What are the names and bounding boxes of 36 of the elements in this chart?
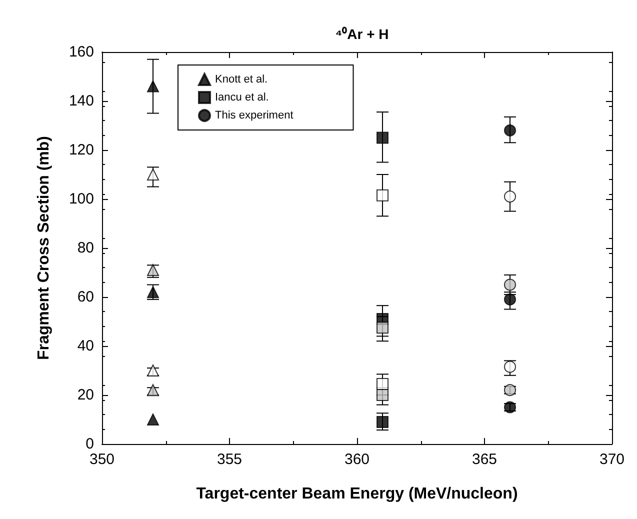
point [376, 189, 388, 202]
legend-label: Iancu et al. [215, 92, 269, 104]
x-tick-label: 350 [89, 451, 115, 468]
legend-label: Knott et al. [215, 74, 268, 86]
point [376, 378, 388, 390]
x-tick-label: 355 [216, 451, 242, 468]
y-tick-label: 160 [68, 44, 94, 60]
point [376, 389, 388, 401]
y-axis-title: Fragment Cross Section (mb) [36, 136, 52, 360]
x-tick-label: 360 [344, 451, 370, 468]
y-tick-label: 40 [77, 338, 94, 354]
y-tick-label: 20 [77, 386, 94, 404]
y-tick-label: 120 [68, 142, 94, 158]
legend-label: This experiment [215, 110, 294, 122]
y-tick-label: 60 [77, 288, 94, 306]
y-tick-label: 140 [68, 92, 94, 110]
point [376, 322, 388, 334]
x-axis-title: Target-center Beam Energy (MeV/nucleon) [196, 486, 518, 502]
point [504, 293, 516, 306]
y-tick-label: 100 [68, 190, 94, 208]
y-tick-label: 80 [77, 240, 94, 256]
x-tick-label: 370 [599, 451, 625, 468]
point [376, 416, 388, 428]
point [147, 80, 159, 92]
point [147, 384, 159, 396]
point [147, 168, 159, 180]
point [504, 360, 516, 373]
point [147, 414, 159, 426]
y-tick-label: 0 [86, 436, 94, 452]
x-tick-label: 365 [472, 451, 498, 468]
point [376, 132, 388, 144]
point [504, 124, 516, 136]
chart-title: ⁴⁰Ar + H [335, 26, 389, 42]
point [504, 384, 516, 396]
point [147, 364, 159, 376]
point [504, 190, 516, 203]
